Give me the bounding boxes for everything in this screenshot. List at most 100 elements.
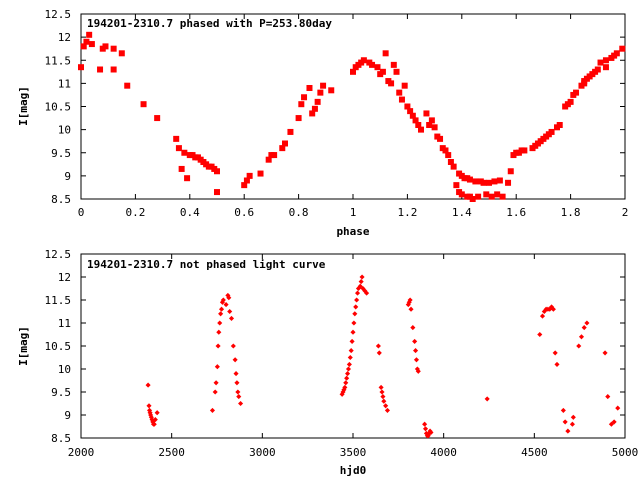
data-point <box>494 191 501 198</box>
unphased-light-curve-panel: 2000 2500 3000 3500 4000 4500 5000 8.5 9 9.5 10 10.… <box>17 248 638 477</box>
data-point <box>216 329 222 335</box>
plot-frame <box>80 13 626 200</box>
data-point <box>576 343 582 349</box>
data-point <box>220 297 226 303</box>
data-point <box>347 354 353 361</box>
data-point <box>350 329 356 335</box>
data-point <box>450 163 457 170</box>
x-axis-label: phase <box>336 225 369 238</box>
data-point <box>235 389 241 395</box>
data-point <box>413 357 420 363</box>
data-point <box>379 389 385 395</box>
x-tick-label: 2500 <box>158 446 185 459</box>
data-point <box>422 421 428 427</box>
data-point <box>384 407 390 413</box>
data-point <box>556 122 563 128</box>
data-point <box>615 405 621 411</box>
data-point <box>613 50 620 57</box>
data-point <box>124 82 131 89</box>
data-point <box>611 419 617 425</box>
data-point <box>352 311 358 317</box>
data-point <box>217 320 223 326</box>
y-tick-label: 8.5 <box>51 432 71 445</box>
data-point <box>257 170 264 177</box>
data-point <box>184 175 191 182</box>
data-point <box>228 315 235 321</box>
x-tick-label: 2 <box>622 206 629 219</box>
data-point <box>214 364 220 370</box>
data-point <box>594 66 601 73</box>
data-point <box>381 398 387 404</box>
data-point <box>215 343 221 349</box>
data-point <box>393 68 400 75</box>
data-point <box>453 182 460 189</box>
data-point <box>401 82 408 89</box>
data-point <box>364 290 370 296</box>
data-point <box>380 394 386 400</box>
data-point <box>484 396 490 402</box>
data-point <box>282 140 288 147</box>
data-point <box>154 115 161 122</box>
data-point <box>351 320 357 326</box>
data-point <box>102 43 109 50</box>
data-point <box>232 357 238 363</box>
y-tick-label: 11 <box>58 77 71 90</box>
x-tick-label: 0 <box>78 206 85 219</box>
data-point <box>458 191 465 198</box>
data-point <box>271 152 278 159</box>
data-point <box>359 274 365 280</box>
data-point <box>537 331 543 338</box>
data-point <box>483 191 490 198</box>
data-point <box>409 112 416 119</box>
data-point <box>78 64 84 71</box>
data-point <box>369 61 376 68</box>
data-point <box>301 94 308 101</box>
data-point <box>562 419 568 425</box>
y-tick-label: 12.5 <box>45 248 72 261</box>
data-point <box>398 96 405 103</box>
data-point <box>214 189 220 196</box>
data-point <box>152 417 158 423</box>
y-tick-label: 10 <box>58 363 71 376</box>
data-point <box>466 176 473 183</box>
data-point <box>379 68 386 75</box>
data-point <box>413 348 419 354</box>
x-tick-label: 4500 <box>521 446 548 459</box>
data-point <box>619 45 626 52</box>
x-tick-label: 1.6 <box>506 206 526 219</box>
data-point <box>83 38 90 45</box>
data-point <box>140 101 147 108</box>
x-tick-label: 1 <box>350 206 357 219</box>
data-point <box>175 145 182 152</box>
data-point <box>343 380 349 386</box>
data-point <box>328 87 335 94</box>
data-point <box>412 117 419 124</box>
data-point <box>214 168 220 175</box>
data-point <box>236 394 242 400</box>
data-point <box>382 50 389 57</box>
data-point <box>570 414 576 420</box>
data-point <box>499 193 506 200</box>
data-point <box>320 82 327 89</box>
x-tick-label: 4000 <box>430 446 457 459</box>
x-tick-label: 0.6 <box>234 206 254 219</box>
data-point <box>442 147 449 154</box>
y-tick-label: 8.5 <box>51 193 71 206</box>
data-point <box>469 196 476 202</box>
y-tick-label: 9 <box>64 409 71 422</box>
y-axis-label: I[mag] <box>17 86 30 126</box>
data-point <box>345 371 351 377</box>
y-axis-label: I[mag] <box>17 326 30 366</box>
y-tick-label: 12 <box>58 271 71 284</box>
data-point <box>298 101 305 108</box>
data-point <box>602 57 609 64</box>
data-point <box>569 421 575 427</box>
data-point <box>431 124 438 131</box>
data-point <box>581 80 588 87</box>
data-point <box>243 177 250 184</box>
data-point <box>423 110 430 117</box>
data-point <box>521 147 528 154</box>
data-point <box>287 128 294 135</box>
y-tick-label: 12.5 <box>45 8 72 21</box>
data-point <box>418 126 424 133</box>
